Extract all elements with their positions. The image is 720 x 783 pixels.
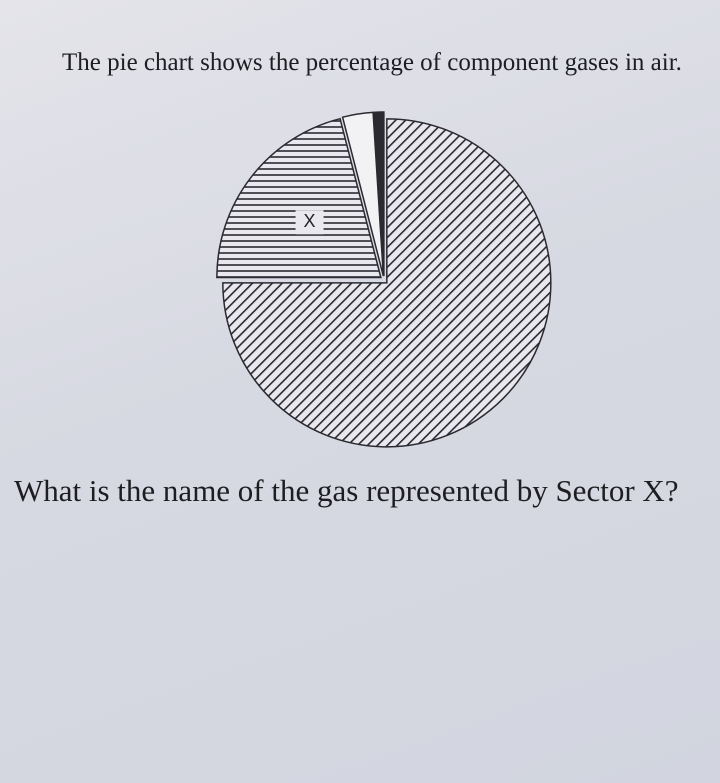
pie-slice [372, 111, 385, 277]
pie-slice [222, 118, 552, 448]
label-bg [295, 210, 324, 235]
chart-title: The pie chart shows the percentage of co… [62, 49, 682, 76]
pie-slice [216, 117, 382, 279]
question: What is the name of the gas represented … [14, 473, 679, 508]
slice-label: X [304, 211, 316, 231]
